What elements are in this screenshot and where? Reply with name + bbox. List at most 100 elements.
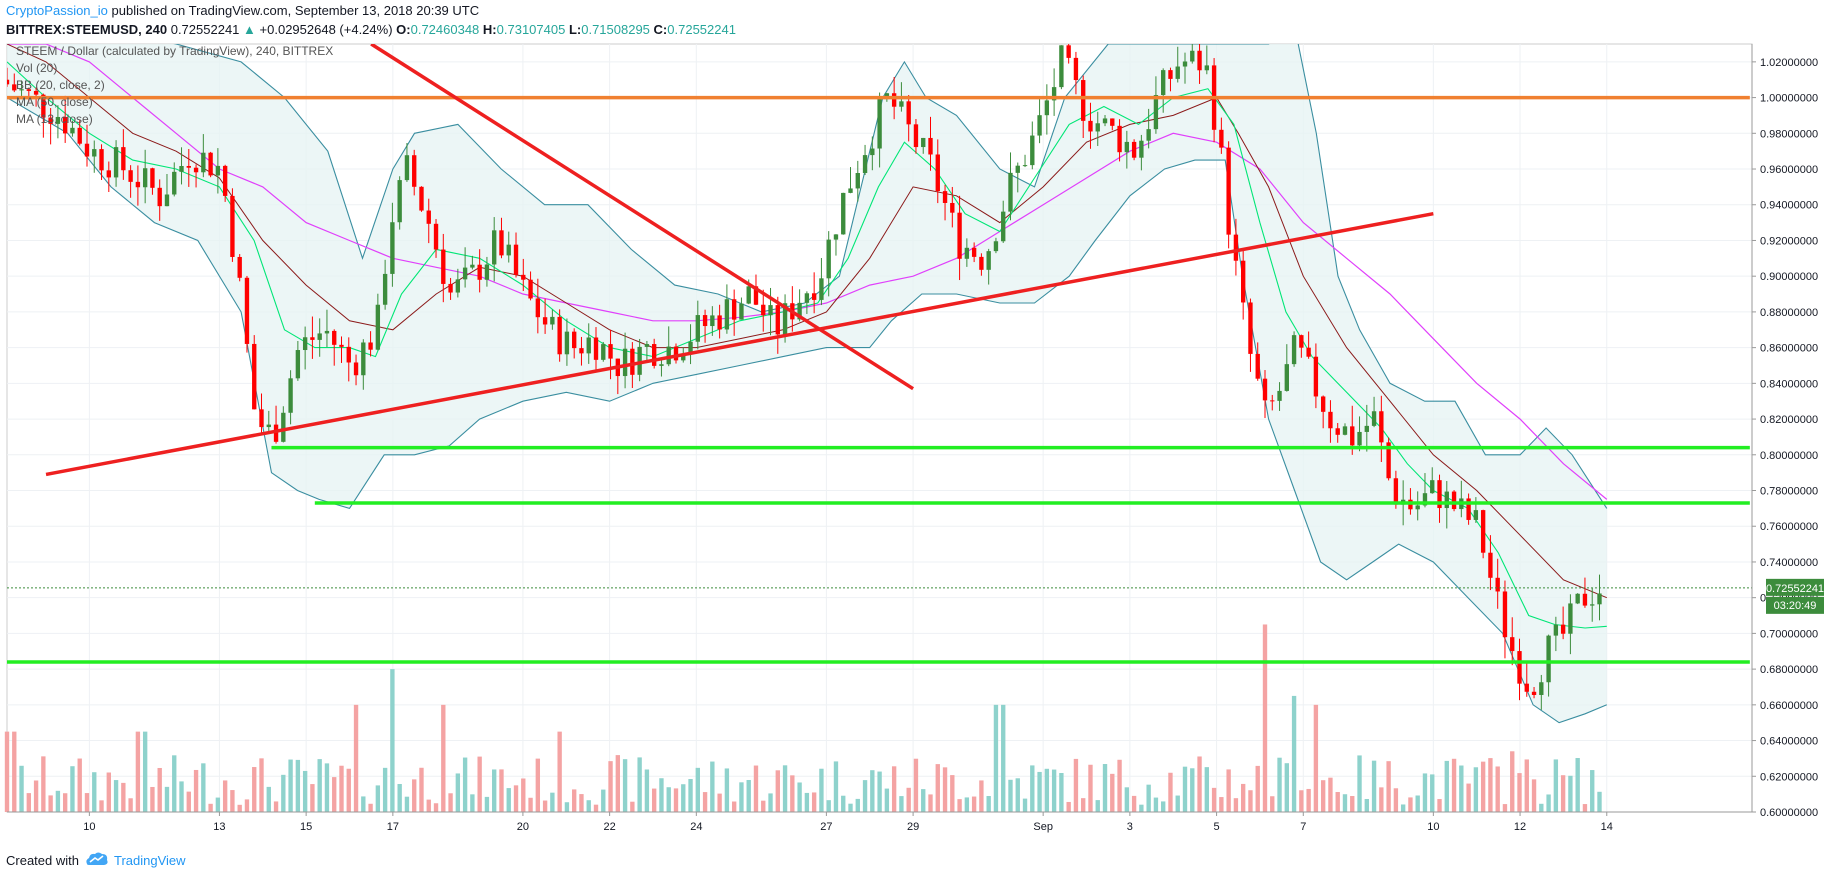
volume-bar bbox=[848, 803, 853, 812]
volume-bar bbox=[484, 796, 490, 812]
volume-bar bbox=[1161, 801, 1166, 812]
candle-body bbox=[739, 303, 744, 320]
candle-body bbox=[433, 223, 439, 250]
volume-bar bbox=[1073, 758, 1079, 812]
candle-body bbox=[1102, 118, 1108, 124]
candle-body bbox=[1284, 364, 1289, 391]
volume-bar bbox=[455, 773, 461, 812]
chart-header: CryptoPassion_io published on TradingVie… bbox=[0, 0, 1828, 44]
candle-body bbox=[935, 154, 940, 192]
volume-bar bbox=[884, 788, 890, 812]
candle-body bbox=[1131, 141, 1137, 158]
y-tick-label: 0.90000000 bbox=[1760, 271, 1818, 283]
volume-bar bbox=[906, 787, 911, 812]
volume-bar bbox=[535, 758, 541, 812]
x-tick-label: 10 bbox=[83, 821, 95, 833]
price-chart[interactable]: 1.02000000 1.00000000 0.98000000 0.96000000… bbox=[0, 0, 1828, 846]
volume-bar bbox=[572, 789, 577, 812]
volume-bar bbox=[1110, 773, 1115, 812]
time-badge-label: 03:20:49 bbox=[1774, 600, 1817, 612]
volume-bar bbox=[4, 731, 10, 812]
volume-bar bbox=[1582, 804, 1588, 812]
y-tick-label: 0.62000000 bbox=[1760, 771, 1818, 783]
candle-body bbox=[717, 315, 722, 330]
candle-body bbox=[1059, 45, 1064, 88]
volume-bar bbox=[630, 801, 635, 812]
candle-body bbox=[412, 155, 417, 187]
candle-body bbox=[1466, 498, 1471, 520]
volume-bar bbox=[1495, 766, 1500, 812]
candle-body bbox=[121, 147, 126, 171]
x-tick-label: 7 bbox=[1300, 821, 1306, 833]
volume-bar bbox=[1386, 761, 1391, 812]
candle-body bbox=[877, 99, 882, 149]
volume-bar bbox=[404, 796, 410, 812]
tradingview-brand[interactable]: TradingView bbox=[114, 853, 186, 868]
trend-line bbox=[45, 211, 1434, 477]
candle-body bbox=[1095, 123, 1100, 132]
candle-body bbox=[1444, 491, 1449, 509]
volume-bar bbox=[346, 768, 351, 812]
volume-bar bbox=[19, 765, 24, 812]
high-label: H: bbox=[482, 22, 497, 37]
candle-body bbox=[1139, 140, 1144, 158]
close-label: C: bbox=[653, 22, 668, 37]
candle-body bbox=[710, 315, 715, 327]
candle-body bbox=[222, 165, 228, 196]
volume-bar bbox=[244, 799, 250, 812]
footer: Created with TradingView bbox=[0, 846, 1828, 876]
candle-body bbox=[1277, 390, 1282, 401]
price-badges: 0.72552241 03:20:49 bbox=[1766, 578, 1824, 614]
x-tick-label: 14 bbox=[1601, 821, 1613, 833]
bb-lower-line bbox=[7, 97, 1608, 724]
volume-bar bbox=[1211, 787, 1217, 812]
volume-bar bbox=[1284, 763, 1289, 812]
volume-bar bbox=[950, 775, 955, 812]
candle-body bbox=[564, 331, 570, 355]
volume-bar bbox=[528, 797, 533, 812]
volume-bar bbox=[1030, 765, 1035, 812]
volume-bar bbox=[659, 778, 664, 812]
candle-body bbox=[630, 348, 635, 375]
volume-bar bbox=[1044, 768, 1050, 812]
candle-body bbox=[1204, 65, 1210, 71]
volume-bar bbox=[470, 794, 475, 812]
open-value: 0.72460348 bbox=[410, 22, 480, 37]
volume-bar bbox=[26, 793, 31, 812]
candle-body bbox=[448, 283, 453, 293]
volume-bar bbox=[1197, 756, 1202, 812]
candle-body bbox=[1233, 234, 1239, 261]
volume-bar bbox=[339, 765, 344, 812]
volume-bar bbox=[775, 770, 780, 812]
volume-bar bbox=[593, 804, 599, 812]
candle-body bbox=[659, 364, 664, 366]
volume-bar bbox=[1291, 695, 1297, 812]
volume-bar bbox=[332, 777, 337, 812]
volume-bar bbox=[702, 792, 708, 812]
volume-bar bbox=[891, 766, 897, 812]
volume-bar bbox=[208, 803, 213, 812]
candle-body bbox=[310, 337, 315, 340]
candle-body bbox=[971, 247, 977, 257]
candle-body bbox=[1190, 50, 1195, 62]
time-badge bbox=[1766, 596, 1824, 614]
candle-body bbox=[521, 274, 526, 280]
y-tick-label: 0.88000000 bbox=[1760, 307, 1818, 319]
volume-bar bbox=[1597, 791, 1602, 812]
y-tick-label: 0.68000000 bbox=[1760, 664, 1818, 676]
candle-body bbox=[353, 362, 359, 376]
volume-bar bbox=[928, 794, 933, 812]
volume-bar bbox=[186, 791, 191, 812]
volume-bar bbox=[295, 759, 301, 812]
candle-body bbox=[1320, 396, 1326, 412]
candle-body bbox=[1560, 624, 1566, 634]
candle-body bbox=[862, 155, 868, 174]
volume-bar bbox=[986, 796, 991, 812]
volume-bar bbox=[826, 800, 831, 812]
volume-bar bbox=[833, 761, 839, 812]
volume-bar bbox=[77, 758, 82, 812]
volume-bar bbox=[1219, 797, 1224, 812]
author-link[interactable]: CryptoPassion_io bbox=[6, 3, 108, 18]
candle-body bbox=[921, 137, 926, 148]
candle-body bbox=[215, 165, 221, 176]
